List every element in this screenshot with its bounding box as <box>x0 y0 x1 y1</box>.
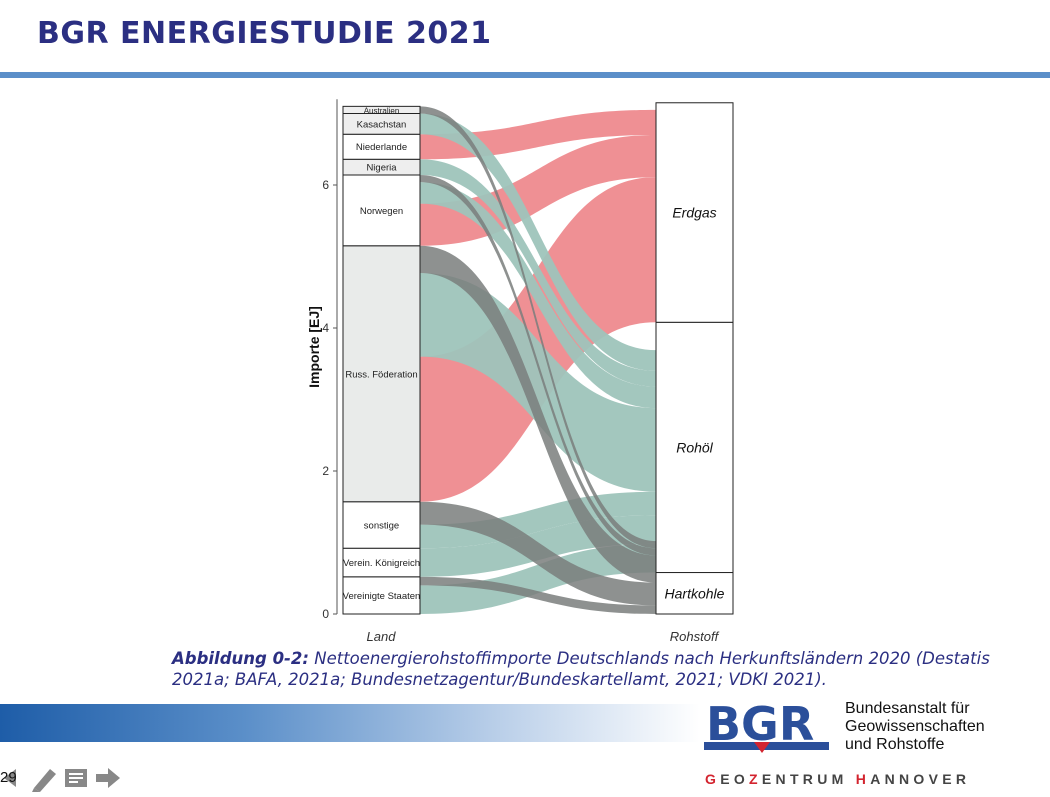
node-label-sonstige: sonstige <box>364 520 399 531</box>
flow-russ-f-deration-erdgas <box>420 177 656 502</box>
geo-letter-h: H <box>855 771 871 787</box>
node-erdgas <box>655 102 734 323</box>
org-line-1: Bundesanstalt für <box>845 700 970 717</box>
flow-vereinigte-staaten-rohöl <box>420 543 656 614</box>
node-label-russ-f-deration: Russ. Föderation <box>345 369 417 380</box>
geozentrum-hannover: GEOZENTRUM HANNOVER <box>705 771 970 787</box>
node-label-verein-k-nigreich: Verein. Königreich <box>343 558 420 569</box>
y-tick-label-0: 0 <box>322 607 329 621</box>
x-label-land: Land <box>367 629 397 644</box>
geo-part-2: ENTRUM <box>761 771 856 787</box>
flow-norwegen-rohöl <box>420 182 656 409</box>
title-divider <box>0 72 1050 78</box>
flow-nigeria-rohöl <box>420 159 656 387</box>
node-label-rohöl: Rohöl <box>676 439 713 455</box>
previous-slide-icon[interactable] <box>2 766 22 795</box>
node-russ-f-deration <box>342 245 421 503</box>
y-tick-label-6: 6 <box>322 178 329 192</box>
geo-part-3: ANNOVER <box>870 771 971 787</box>
flow-russ-f-deration-rohöl <box>420 272 656 492</box>
slide-title: BGR ENERGIESTUDIE 2021 <box>37 16 492 51</box>
caption-text: Nettoenergierohstoffimporte Deutschlands… <box>172 649 990 689</box>
node-verein-k-nigreich <box>342 547 421 578</box>
logo-org-name: Bundesanstalt für Geowissenschaften und … <box>845 700 985 754</box>
figure-caption: Abbildung 0-2: Nettoenergierohstoffimpor… <box>172 648 1032 690</box>
y-tick-label-2: 2 <box>322 464 329 478</box>
node-label-australien: Australien <box>364 106 400 115</box>
flow-vereinigte-staaten-hartkohle <box>420 576 656 614</box>
y-axis-label: Importe [EJ] <box>306 306 322 388</box>
slide-number: 29 <box>0 769 17 786</box>
node-hartkohle <box>655 572 734 615</box>
node-norwegen <box>342 174 421 247</box>
flow-norwegen-hartkohle <box>420 174 656 556</box>
flow-australien-hartkohle <box>420 106 656 549</box>
flow-sonstige-hartkohle <box>420 501 656 606</box>
geo-letter-z: Z <box>749 771 762 787</box>
node-australien <box>342 105 421 114</box>
flow-russ-f-deration-hartkohle <box>420 245 656 583</box>
org-line-3: und Rohstoffe <box>845 736 945 753</box>
node-label-niederlande: Niederlande <box>356 142 407 153</box>
node-label-vereinigte-staaten: Vereinigte Staaten <box>343 591 421 602</box>
node-sonstige <box>342 501 421 549</box>
next-slide-icon[interactable] <box>94 766 122 795</box>
node-label-norwegen: Norwegen <box>360 206 403 217</box>
flow-ribbons <box>420 106 656 614</box>
geo-part-1: EO <box>720 771 750 787</box>
bgr-logo: BGR <box>704 700 829 753</box>
node-label-hartkohle: Hartkohle <box>665 585 725 601</box>
node-rohöl <box>655 321 734 574</box>
node-label-kasachstan: Kasachstan <box>357 119 407 130</box>
flow-kasachstan-rohöl <box>420 113 656 371</box>
menu-icon[interactable] <box>64 766 90 795</box>
org-line-2: Geowissenschaften <box>845 718 985 735</box>
sankey-chart: 0 2 4 6 Importe [EJ] Vereinigte Staaten Verein… <box>306 99 734 644</box>
node-niederlande <box>342 133 421 160</box>
y-tick-label-4: 4 <box>322 321 329 335</box>
x-label-rohstoff: Rohstoff <box>670 629 720 644</box>
caption-label: Abbildung 0-2: <box>172 649 309 668</box>
footer-gradient-bar <box>0 704 700 742</box>
node-label-erdgas: Erdgas <box>672 205 716 221</box>
node-label-nigeria: Nigeria <box>366 163 397 174</box>
flow-sonstige-rohöl <box>420 491 656 549</box>
geo-letter-g: G <box>705 771 721 787</box>
node-vereinigte-staaten <box>342 576 421 615</box>
pen-icon[interactable] <box>30 766 58 797</box>
